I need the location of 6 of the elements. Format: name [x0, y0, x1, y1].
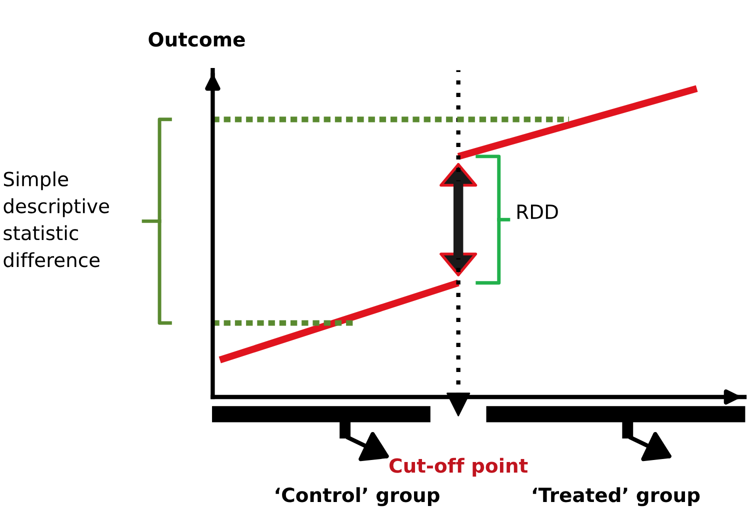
text: ‘Treated’ group [532, 487, 700, 506]
text: Cut-off point [390, 458, 528, 477]
annotation: RDD [517, 204, 558, 219]
y-axis-title: Outcome [148, 32, 245, 47]
text: ‘Control’ group [276, 487, 440, 506]
text: Simple descriptive statistic difference [4, 171, 109, 268]
